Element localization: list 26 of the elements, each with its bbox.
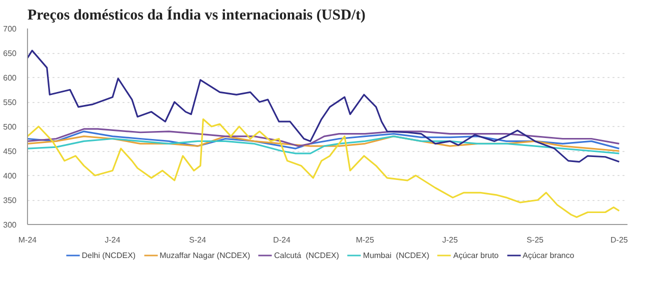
y-tick-label: 300 — [3, 220, 18, 230]
line-series — [28, 118, 620, 218]
line-series — [28, 50, 620, 163]
y-tick-label: 450 — [3, 147, 18, 156]
y-tick-label: 350 — [3, 196, 18, 205]
y-tick-label: 500 — [3, 122, 18, 132]
chart-title: Preços domésticos da Índia vs internacionais (USD/t) — [28, 6, 366, 24]
legend-label: Mumbai (NCDEX) — [363, 250, 430, 260]
y-tick-label: 650 — [3, 49, 18, 58]
legend-label: Calcutá (NCDEX) — [274, 250, 340, 260]
legend-label: Açúcar bruto — [453, 250, 499, 260]
y-tick-label: 400 — [3, 172, 18, 180]
x-tick-label: J-25 — [442, 236, 458, 244]
legend-label: Muzaffar Nagar (NCDEX) — [160, 250, 250, 260]
x-tick-label: S-24 — [189, 236, 207, 244]
x-tick-label: S-25 — [526, 236, 544, 244]
x-tick-label: M-25 — [356, 236, 375, 244]
x-tick-label: M-24 — [18, 236, 38, 244]
x-tick-label: D-24 — [273, 236, 291, 244]
y-tick-label: 700 — [3, 24, 18, 34]
legend-label: Delhi (NCDEX) — [82, 250, 136, 260]
y-tick-label: 600 — [3, 74, 18, 82]
x-tick-label: D-25 — [610, 236, 628, 244]
x-tick-label: J-24 — [104, 236, 121, 244]
y-tick-label: 550 — [3, 98, 18, 107]
legend-label: Açúcar branco — [522, 250, 574, 260]
